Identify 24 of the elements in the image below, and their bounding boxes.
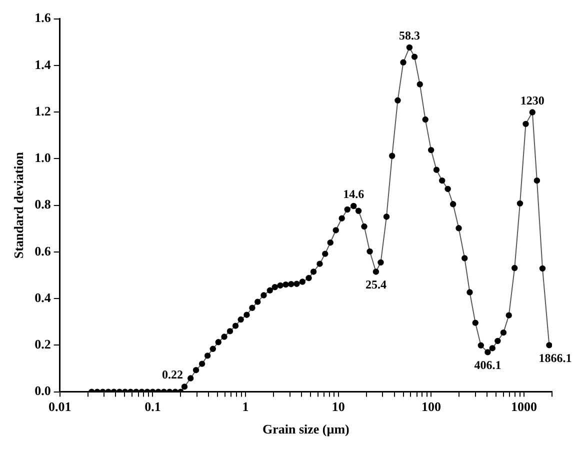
y-tick-label: 1.2 [34, 103, 51, 118]
y-tick-label: 1.0 [34, 150, 51, 166]
annotation: 0.22 [162, 368, 183, 382]
annotation: 58.3 [398, 28, 420, 42]
x-tick-label: 0.01 [48, 398, 72, 414]
x-axis-title: Grain size (µm) [262, 422, 350, 437]
x-tick-label: 100 [421, 398, 441, 414]
annotation: 1866.1 [538, 351, 572, 366]
x-tick-label: 10 [332, 398, 345, 414]
y-tick-label: 0.8 [34, 196, 52, 212]
x-tick-label: 1 [242, 398, 249, 414]
x-tick-label: 1000 [511, 398, 538, 414]
y-tick-label: 1.6 [34, 10, 52, 26]
y-axis-title: Standard deviation [11, 151, 26, 259]
annotation: 406.1 [474, 358, 502, 372]
y-tick-label: 1.4 [34, 56, 52, 72]
y-tick-label: 0.4 [34, 290, 52, 305]
annotation: 14.6 [343, 187, 364, 201]
y-tick-label: 0.6 [34, 243, 52, 258]
annotation: 25.4 [365, 278, 386, 292]
x-tick-label: 0.1 [144, 398, 161, 414]
y-tick-label: 0.0 [34, 383, 51, 398]
y-tick-label: 0.2 [34, 336, 51, 352]
annotation: 1230 [520, 93, 544, 108]
